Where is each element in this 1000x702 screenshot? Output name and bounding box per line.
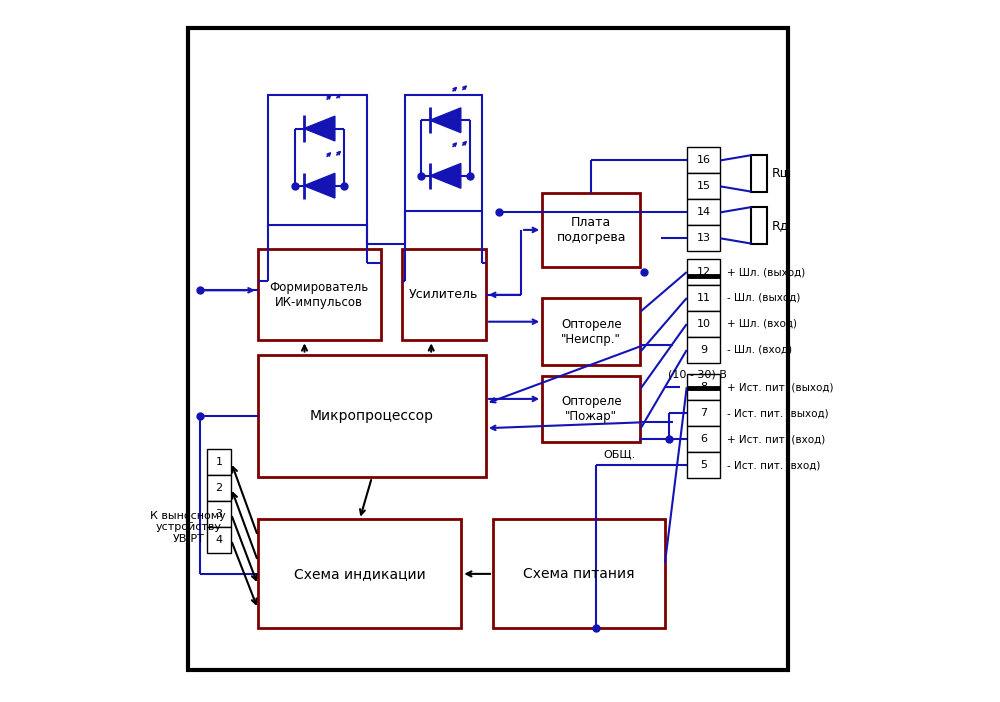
Text: Усилитель: Усилитель: [409, 289, 479, 301]
Bar: [188, 28, 788, 670]
Text: 16: 16: [697, 155, 711, 166]
Polygon shape: [304, 116, 335, 141]
Text: - Шл. (выход): - Шл. (выход): [727, 293, 801, 303]
Bar: [751, 155, 767, 192]
Text: Схема питания: Схема питания: [523, 567, 635, 581]
Text: ОБЩ.: ОБЩ.: [603, 449, 635, 460]
Bar: [751, 207, 767, 244]
Polygon shape: [430, 164, 461, 188]
Text: 11: 11: [697, 293, 711, 303]
Text: Оптореле
"Пожар": Оптореле "Пожар": [561, 395, 622, 423]
Bar: [405, 95, 482, 211]
Text: + Шл. (выход): + Шл. (выход): [727, 267, 806, 277]
Bar: [687, 374, 720, 400]
Polygon shape: [430, 108, 461, 133]
Bar: [207, 449, 231, 475]
Bar: [687, 426, 720, 452]
Text: + Ист. пит. (выход): + Ист. пит. (выход): [727, 382, 834, 392]
Text: 2: 2: [215, 483, 222, 494]
Bar: [268, 95, 367, 225]
Bar: [687, 173, 720, 199]
Bar: [687, 337, 720, 363]
Text: + Шл. (вход): + Шл. (вход): [727, 319, 797, 329]
Text: Формирователь
ИК-импульсов: Формирователь ИК-импульсов: [270, 281, 369, 309]
Bar: [542, 376, 640, 442]
Bar: [258, 519, 461, 628]
Text: 8: 8: [700, 382, 707, 392]
Text: 14: 14: [697, 207, 711, 218]
Text: + Ист. пит. (вход): + Ист. пит. (вход): [727, 434, 826, 444]
Text: 13: 13: [697, 233, 711, 244]
Text: К выносному
устройству
УВ-РТ: К выносному устройству УВ-РТ: [150, 510, 226, 544]
Text: Rш: Rш: [772, 167, 792, 180]
Text: Микропроцессор: Микропроцессор: [310, 409, 434, 423]
Bar: [687, 400, 720, 426]
Text: 3: 3: [215, 509, 222, 519]
Text: - Шл. (вход): - Шл. (вход): [727, 345, 793, 355]
Bar: [258, 355, 486, 477]
Bar: [493, 519, 665, 628]
Bar: [687, 199, 720, 225]
Bar: [687, 285, 720, 311]
Bar: [542, 193, 640, 267]
Text: (10 - 30) В: (10 - 30) В: [668, 369, 727, 380]
Text: Схема индикации: Схема индикации: [294, 567, 425, 581]
Text: 6: 6: [700, 434, 707, 444]
Bar: [687, 147, 720, 173]
Text: 12: 12: [697, 267, 711, 277]
Bar: [207, 527, 231, 553]
Text: 1: 1: [215, 457, 222, 468]
Text: Оптореле
"Неиспр.": Оптореле "Неиспр.": [561, 318, 622, 345]
Bar: [687, 311, 720, 337]
Bar: [207, 501, 231, 527]
Text: Rд: Rд: [772, 219, 789, 232]
Text: 5: 5: [700, 460, 707, 470]
Text: 4: 4: [215, 535, 222, 545]
Bar: [687, 259, 720, 285]
Text: 10: 10: [697, 319, 711, 329]
Text: - Ист. пит. (вход): - Ист. пит. (вход): [727, 460, 821, 470]
Bar: [402, 249, 486, 340]
Polygon shape: [304, 173, 335, 198]
Bar: [258, 249, 381, 340]
Bar: [207, 475, 231, 501]
Bar: [687, 452, 720, 478]
Text: 15: 15: [697, 181, 711, 192]
Bar: [687, 225, 720, 251]
Text: - Ист. пит. (выход): - Ист. пит. (выход): [727, 408, 829, 418]
Bar: [542, 298, 640, 365]
Text: 9: 9: [700, 345, 707, 355]
Text: 7: 7: [700, 408, 707, 418]
Text: Плата
подогрева: Плата подогрева: [557, 216, 626, 244]
